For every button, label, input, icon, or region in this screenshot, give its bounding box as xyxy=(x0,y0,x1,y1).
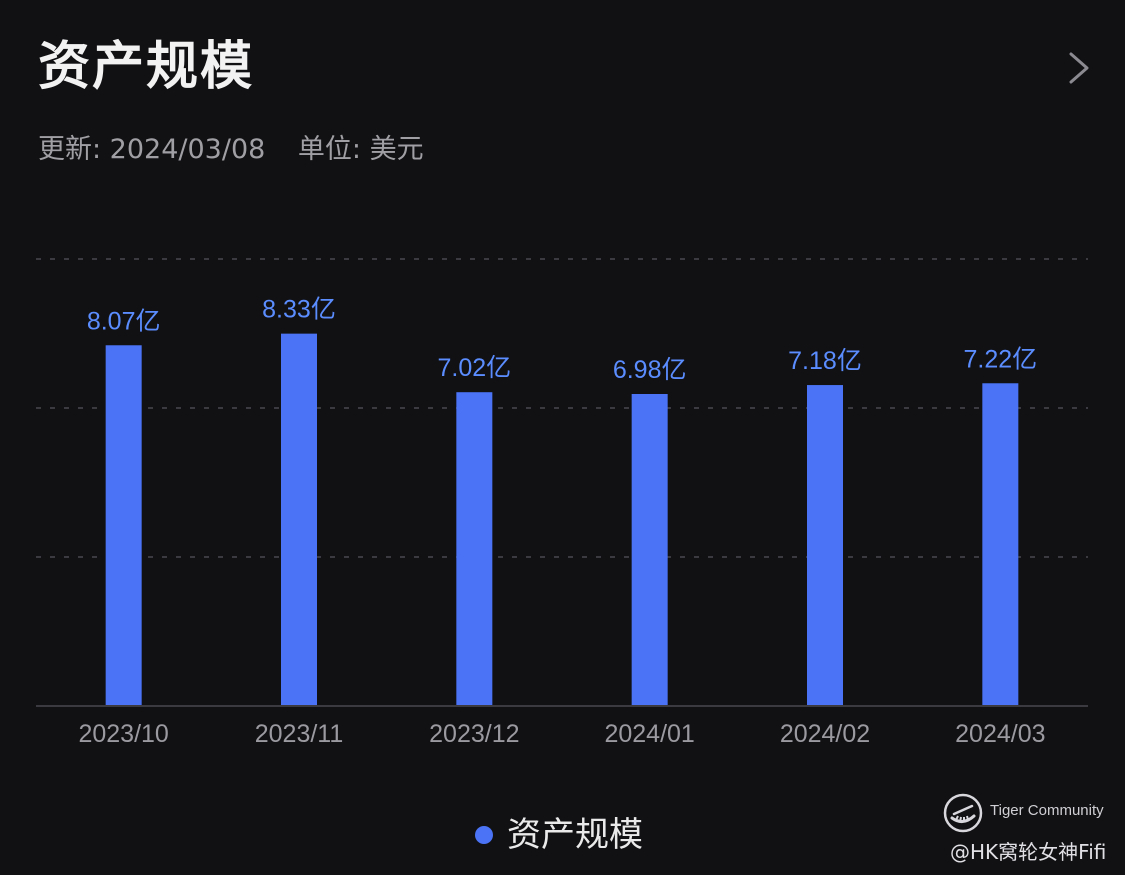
legend-swatch xyxy=(475,826,493,844)
watermark-brand: Tiger Community xyxy=(990,802,1104,819)
chevron-right-icon[interactable] xyxy=(1062,48,1096,88)
tiger-community-logo-icon xyxy=(943,793,983,833)
legend[interactable]: 资产规模 xyxy=(475,812,643,858)
x-tick-label: 2023/11 xyxy=(255,720,344,748)
meta-line: 更新: 2024/03/08 单位: 美元 xyxy=(38,132,424,168)
bar[interactable] xyxy=(456,392,493,706)
page-title: 资产规模 xyxy=(38,37,255,97)
bar-value-label: 6.98亿 xyxy=(613,356,687,384)
unit-label: 单位: 美元 xyxy=(297,134,424,165)
x-tick-label: 2023/12 xyxy=(429,720,519,748)
watermark-handle: @HK窝轮女神Fifi xyxy=(950,840,1107,864)
x-tick-label: 2024/03 xyxy=(955,720,1045,748)
bar[interactable] xyxy=(281,333,317,706)
x-tick-label: 2024/02 xyxy=(780,720,870,748)
bar[interactable] xyxy=(807,385,843,706)
bar[interactable] xyxy=(982,383,1019,706)
bar-value-label: 7.02亿 xyxy=(437,354,511,382)
x-tick-labels: 2023/10 2023/11 2023/12 2024/01 2024/02 2024/… xyxy=(78,720,1045,748)
bar[interactable] xyxy=(105,345,142,706)
x-tick-label: 2023/10 xyxy=(78,720,168,748)
bar-value-label: 7.18亿 xyxy=(788,347,862,375)
bar-value-label: 8.07亿 xyxy=(87,307,161,335)
x-tick-label: 2024/01 xyxy=(604,720,694,748)
update-date: 更新: 2024/03/08 xyxy=(38,134,266,165)
gridlines xyxy=(36,258,1088,558)
bar-value-label: 8.33亿 xyxy=(262,296,336,324)
legend-label: 资产规模 xyxy=(507,815,643,855)
bar-value-label: 7.22亿 xyxy=(963,345,1037,373)
bars xyxy=(105,333,1019,706)
value-labels: 8.07亿 8.33亿 7.02亿 6.98亿 7.18亿 7.22亿 xyxy=(87,296,1037,384)
bar[interactable] xyxy=(631,393,668,706)
